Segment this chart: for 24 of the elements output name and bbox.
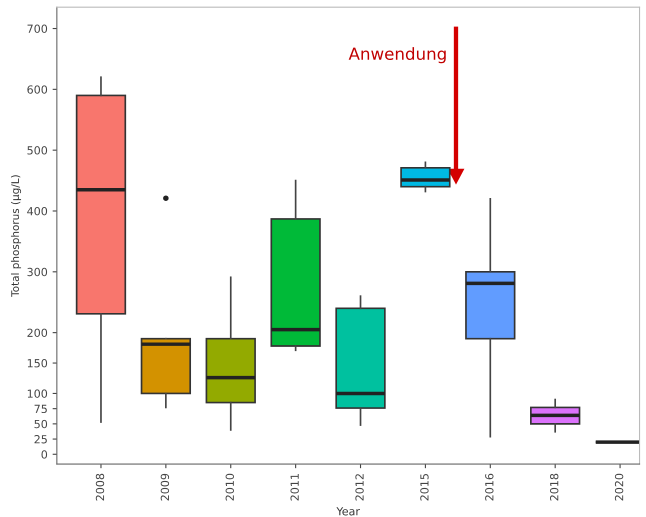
y-tick-label: 600	[27, 85, 48, 94]
y-tick-label: 500	[27, 146, 48, 155]
x-tick-label: 2020	[614, 474, 624, 500]
x-tick-label: 2018	[550, 474, 558, 500]
y-tick-label: 50	[34, 420, 48, 428]
x-tick-label: 2015	[420, 474, 429, 500]
x-tick-label: 2012	[355, 474, 364, 500]
y-tick-label: 25	[34, 435, 47, 444]
x-tick-label: 2008	[96, 474, 104, 500]
y-tick-label: 700	[28, 24, 48, 33]
y-tick-label: 300	[27, 268, 48, 276]
y-tick-label: 100	[28, 389, 48, 398]
y-tick-label: 200	[27, 328, 48, 338]
x-axis-title: Year	[336, 507, 360, 516]
y-tick-label: 150	[28, 359, 48, 368]
x-tick-label: 2011	[290, 474, 299, 500]
y-tick-label: 75	[34, 404, 47, 414]
x-tick-label: 2009	[160, 474, 170, 500]
y-tick-label: 400	[27, 206, 48, 216]
annotation: Anwendung	[348, 47, 446, 64]
y-tick-label: 0	[41, 450, 48, 459]
x-tick-label: 2010	[226, 474, 234, 500]
y-axis-title: Total phosphorus (µg/L)	[10, 175, 22, 297]
x-tick-label: 2016	[485, 474, 494, 500]
